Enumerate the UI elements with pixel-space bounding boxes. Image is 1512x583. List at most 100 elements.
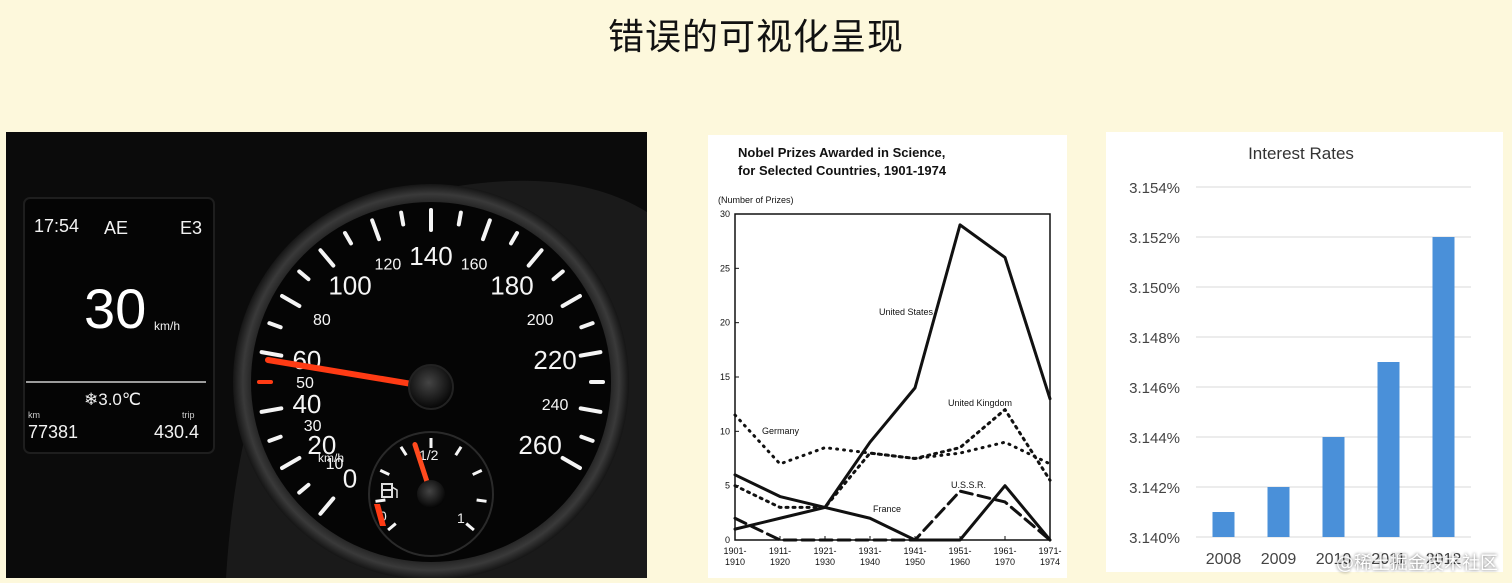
nobel-prize-graphic: Nobel Prizes Awarded in Science, for Sel…: [718, 145, 1062, 567]
trip-display: [23, 197, 215, 454]
y-tick-label: 3.154%: [1129, 180, 1180, 197]
label-germany: Germany: [762, 426, 800, 436]
speed-tick: [297, 269, 311, 282]
y-tick-label: 3.150%: [1129, 280, 1180, 297]
nobel-x-tick-label: 1974: [1040, 557, 1060, 567]
label-france: France: [873, 504, 901, 514]
nobel-x-tick-label: 1961-: [993, 546, 1016, 556]
fuel-needle-hub: [417, 480, 445, 508]
fuel-pump-icon: [381, 483, 398, 498]
nobel-x-tick-label: 1931-: [858, 546, 881, 556]
nobel-title-line1: Nobel Prizes Awarded in Science,: [738, 145, 945, 160]
nobel-x-tick-label: 1910: [725, 557, 745, 567]
bar-2011: [1377, 362, 1400, 537]
fuel-reserve-marker: [374, 504, 386, 526]
fuel-label-half: 1/2: [419, 447, 439, 463]
digital-speed-unit: km/h: [154, 319, 180, 333]
nobel-x-tick-label: 1921-: [813, 546, 836, 556]
fuel-tick: [476, 498, 487, 503]
nobel-series-lines: [733, 223, 1052, 542]
speed-label: 200: [527, 312, 554, 329]
x-tick-label: 2010: [1316, 551, 1352, 568]
speed-tick: [259, 406, 284, 414]
speed-tick: [560, 294, 582, 308]
nobel-x-tick-label: 1930: [815, 557, 835, 567]
speed-tick: [370, 218, 382, 242]
nobel-title-line2: for Selected Countries, 1901-1974: [738, 163, 947, 178]
speed-tick: [480, 218, 492, 242]
bar-2008: [1212, 512, 1235, 537]
speed-needle: [265, 357, 421, 388]
nobel-y-axis-label: (Number of Prizes): [718, 195, 794, 205]
y-tick-label: 3.152%: [1129, 230, 1180, 247]
fuel-tick: [375, 498, 386, 503]
speed-label: 0: [343, 464, 357, 494]
nobel-x-tick-label: 1951-: [948, 546, 971, 556]
nobel-x-tick-label: 1901-: [723, 546, 746, 556]
bar-2012: [1432, 237, 1455, 537]
label-united-kingdom: United Kingdom: [948, 398, 1012, 408]
speed-tick: [579, 434, 595, 443]
speed-tick: [318, 248, 336, 268]
y-tick-label: 3.148%: [1129, 330, 1180, 347]
nobel-y-tick-label: 20: [720, 318, 730, 328]
speed-label: 30: [304, 418, 322, 435]
speed-tick: [526, 248, 544, 268]
clock: 17:54: [34, 216, 79, 236]
nobel-y-tick-label: 10: [720, 426, 730, 436]
nobel-x-tick-label: 1971-: [1038, 546, 1061, 556]
speed-label: 40: [292, 389, 321, 419]
speed-label: 260: [518, 430, 561, 460]
chart-x-tick-labels: 2008 2009 2010 2011 2012: [1206, 551, 1462, 568]
gear-code: E3: [180, 218, 202, 238]
nobel-x-tick-label: 1911-: [769, 546, 791, 556]
nobel-series-uk: [733, 408, 1052, 509]
speed-label: 140: [409, 241, 452, 271]
nobel-x-tick-label: 1970: [995, 557, 1015, 567]
chart-y-tick-labels: 3.140% 3.142% 3.144% 3.146% 3.148% 3.150% 3.15…: [1129, 180, 1180, 547]
page-title: 错误的可视化呈现: [607, 17, 904, 58]
nobel-y-tick-label: 0: [725, 535, 730, 545]
nobel-x-tick-label: 1950: [905, 557, 925, 567]
x-tick-label: 2012: [1426, 551, 1462, 568]
speed-label: 10: [326, 456, 344, 473]
trip-label: trip: [182, 410, 195, 420]
speed-tick: [259, 350, 284, 358]
speed-tick: [280, 294, 302, 308]
speed-tick: [579, 321, 595, 330]
speed-label: 100: [328, 270, 371, 300]
nobel-y-tick-label: 25: [720, 263, 730, 273]
digital-speed: 30: [84, 277, 146, 340]
speed-tick: [578, 350, 603, 358]
speed-tick: [280, 456, 302, 470]
speed-label: 120: [375, 257, 402, 274]
speedometer-unit: km/h: [318, 451, 344, 465]
speed-label: 240: [542, 397, 569, 414]
chart-bars: [1212, 237, 1455, 537]
speed-tick: [551, 269, 565, 282]
nobel-series-france: [733, 473, 1052, 542]
fuel-tick: [454, 445, 463, 457]
fuel-label-full: 1: [457, 510, 465, 526]
speed-tick: [578, 406, 603, 414]
interest-rates-graphic: Interest Rates 3.140%3.142%3.144%3.146%3…: [1129, 144, 1471, 568]
nobel-x-tick-label: 1940: [860, 557, 880, 567]
trip-distance: 430.4: [154, 422, 199, 442]
speed-tick: [399, 210, 406, 227]
x-tick-label: 2011: [1371, 551, 1406, 568]
speed-label: 80: [313, 312, 331, 329]
label-ussr: U.S.S.R.: [951, 480, 986, 490]
nobel-series-us: [733, 223, 1052, 531]
chart-title: Interest Rates: [1248, 144, 1354, 163]
speed-label: 50: [296, 375, 314, 392]
nobel-prize-chart: Nobel Prizes Awarded in Science, for Sel…: [708, 135, 1067, 578]
speed-tick: [560, 456, 582, 470]
bar-2009: [1267, 487, 1290, 537]
nobel-y-tick-label: 15: [720, 372, 730, 382]
odometer-label: km: [28, 410, 40, 420]
speed-needle-hub: [408, 364, 454, 410]
speed-label: 20: [307, 430, 336, 460]
nobel-x-tick-label: 1920: [770, 557, 790, 567]
